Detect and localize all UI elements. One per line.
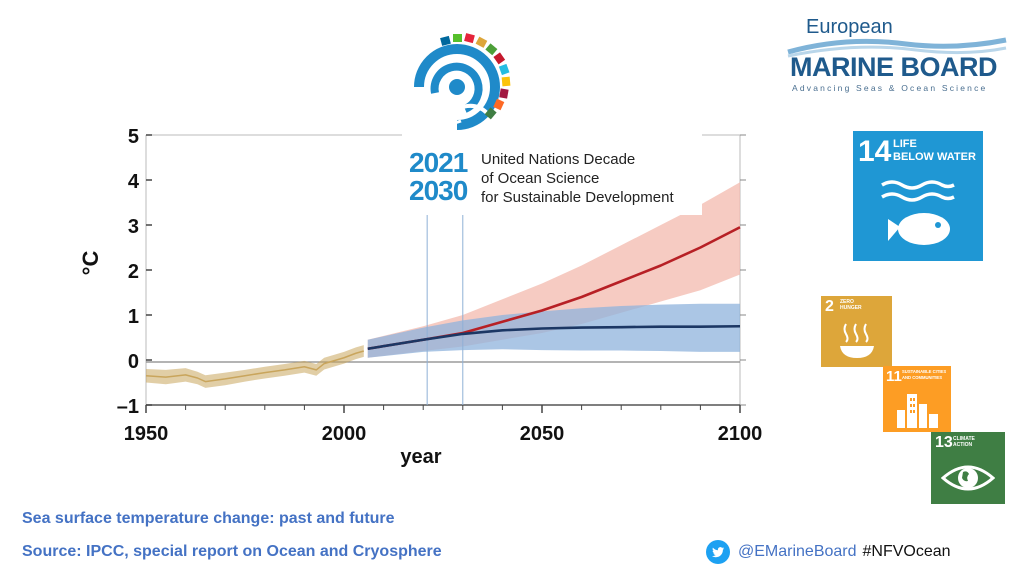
earth-eye-icon [941,465,995,491]
sdg-11-label-2: AND COMMUNITIES [902,375,943,380]
y-axis-label: °C [78,251,103,276]
sdg-14-number: 14 [858,135,892,168]
emb-line-2: MARINE BOARD [790,52,998,82]
twitter-handle[interactable]: @EMarineBoard [738,543,857,560]
twitter-icon[interactable] [706,540,730,564]
y-tick-label: 2 [128,261,139,283]
sdg-13-number: 13 [935,434,953,451]
sdg-11-number: 11 [886,368,902,385]
y-tick-label: 3 [128,216,139,238]
decade-line-1: United Nations Decade [481,151,636,168]
line-low-emissions-rcp2-6- [367,324,741,351]
sdg-13-label-1: CLIMATE [953,436,975,442]
wave-spiral-icon [414,33,511,130]
x-tick-label: 2100 [718,423,763,445]
y-tick-label: 1 [128,306,139,328]
decade-year-start: 2021 [409,147,468,178]
sdg-2-number: 2 [825,298,834,315]
city-icon [897,394,938,428]
decade-logo-panel: 2021 2030 United Nations Decade of Ocean… [402,135,702,215]
wave-swoosh-icon [787,37,1007,58]
band-low-emissions-rcp2-6- [367,303,740,358]
sdg-2-tile: 2 ZERO HUNGER [821,296,892,367]
y-tick-label: 5 [128,126,139,148]
y-tick-label: 0 [128,351,139,373]
sdg-14-label-1: LIFE [893,138,917,150]
sdg-14-tile: 14 LIFE BELOW WATER [853,131,983,261]
y-tick-label: –1 [117,396,139,418]
x-axis-label: year [400,446,441,468]
sdg-11-tile: 11 SUSTAINABLE CITIES AND COMMUNITIES [883,366,951,432]
decade-line-2: of Ocean Science [481,170,600,187]
x-tick-label: 2050 [520,423,565,445]
line-observed-past- [145,350,365,383]
sdg-2-label-1: ZERO [840,299,854,305]
x-tick-label: 2000 [322,423,367,445]
sdg-11-label-1: SUSTAINABLE CITIES [902,369,947,374]
band-observed-past- [146,345,364,388]
decade-line-3: for Sustainable Development [481,189,674,206]
sdg-13-label-2: ACTION [953,442,973,448]
emb-line-1: European [806,16,893,38]
emb-tagline: Advancing Seas & Ocean Science [792,83,988,93]
sdg-14-label-2: BELOW WATER [893,151,976,163]
fish-icon [881,180,955,245]
decade-year-end: 2030 [409,175,468,206]
x-tick-label: 1950 [124,423,169,445]
sdg-13-tile: 13 CLIMATE ACTION [931,432,1005,504]
source-caption: Source: IPCC, special report on Ocean an… [22,543,442,560]
emb-logo: European MARINE BOARD Advancing Seas & O… [786,12,1008,96]
social-footer: @EMarineBoard #NFVOcean [706,540,951,564]
bowl-icon [840,323,874,358]
sdg-2-label-2: HUNGER [840,305,862,311]
y-tick-label: 4 [128,171,140,193]
hashtag[interactable]: #NFVOcean [862,543,951,560]
chart-caption: Sea surface temperature change: past and… [22,510,395,527]
